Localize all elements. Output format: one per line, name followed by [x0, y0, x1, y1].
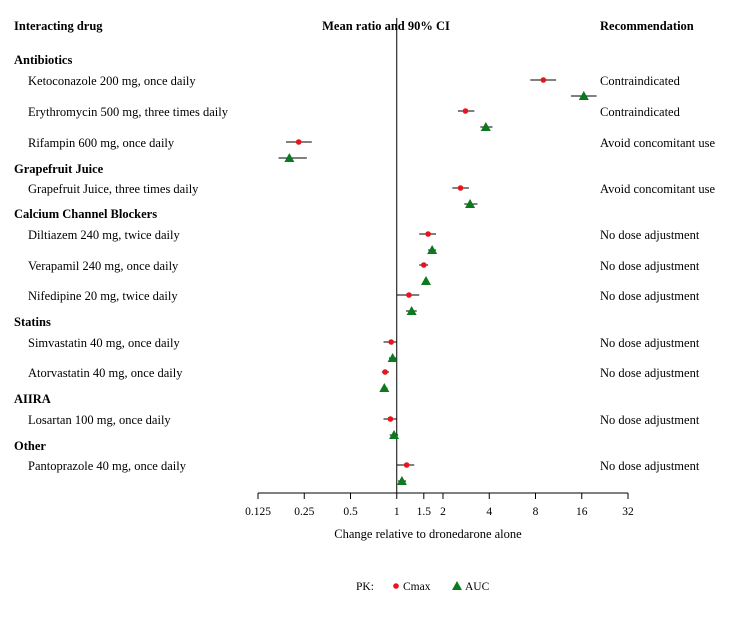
cmax-point: [462, 108, 469, 114]
legend-auc-marker: [452, 581, 462, 590]
recommendation-label: No dose adjustment: [600, 259, 700, 273]
legend-auc-label: AUC: [465, 581, 490, 593]
auc-point: [387, 353, 398, 362]
auc-point: [465, 199, 476, 208]
recommendation-label: No dose adjustment: [600, 366, 700, 380]
drug-label: Diltiazem 240 mg, twice daily: [28, 228, 180, 242]
legend-cmax-marker: [393, 583, 399, 589]
recommendation-label: No dose adjustment: [600, 459, 700, 473]
x-axis-label: Change relative to dronedarone alone: [334, 527, 522, 541]
cmax-point: [457, 185, 464, 191]
x-tick-label: 32: [622, 506, 634, 518]
header-interacting-drug: Interacting drug: [14, 19, 103, 33]
cmax-point: [295, 139, 302, 145]
recommendation-label: Avoid concomitant use: [600, 136, 715, 150]
recommendation-label: No dose adjustment: [600, 289, 700, 303]
recommendation-label: Contraindicated: [600, 74, 681, 88]
recommendation-label: No dose adjustment: [600, 336, 700, 350]
recommendation-label: No dose adjustment: [600, 228, 700, 242]
drug-label: Nifedipine 20 mg, twice daily: [28, 289, 178, 303]
drug-label: Erythromycin 500 mg, three times daily: [28, 105, 229, 119]
cmax-point: [382, 369, 388, 375]
auc-point: [420, 276, 431, 285]
drug-label: Atorvastatin 40 mg, once daily: [28, 366, 183, 380]
drug-label: Losartan 100 mg, once daily: [28, 413, 171, 427]
auc-point: [406, 306, 417, 315]
group-label-1: Grapefruit Juice: [14, 162, 104, 176]
auc-point: [396, 476, 407, 485]
auc-point: [389, 430, 400, 439]
drug-label: Ketoconazole 200 mg, once daily: [28, 74, 196, 88]
cmax-point: [388, 339, 394, 345]
drug-label: Pantoprazole 40 mg, once daily: [28, 459, 187, 473]
x-tick-label: 1: [394, 506, 400, 518]
cmax-point: [540, 77, 547, 83]
auc-point: [379, 383, 390, 392]
recommendation-label: Contraindicated: [600, 105, 681, 119]
group-label-5: Other: [14, 439, 46, 453]
auc-point: [480, 122, 491, 131]
x-tick-label: 4: [486, 506, 492, 518]
auc-point: [427, 245, 438, 254]
cmax-point: [403, 462, 410, 468]
group-label-2: Calcium Channel Blockers: [14, 207, 157, 221]
group-label-4: AIIRA: [14, 392, 51, 406]
cmax-point: [387, 416, 394, 422]
cmax-point: [406, 292, 412, 298]
recommendation-label: No dose adjustment: [600, 413, 700, 427]
group-label-0: Antibiotics: [14, 53, 72, 67]
header-recommendation: Recommendation: [600, 19, 694, 33]
cmax-point: [421, 262, 427, 268]
group-label-3: Statins: [14, 315, 51, 329]
recommendation-label: Avoid concomitant use: [600, 182, 715, 196]
x-tick-label: 1.5: [417, 506, 432, 518]
auc-point: [578, 91, 589, 100]
drug-label: Rifampin 600 mg, once daily: [28, 136, 175, 150]
x-tick-label: 0.25: [294, 506, 314, 518]
x-tick-label: 8: [533, 506, 539, 518]
x-tick-label: 0.125: [245, 506, 271, 518]
x-tick-label: 2: [440, 506, 446, 518]
auc-point: [284, 153, 295, 162]
header-mean-ratio-ci: Mean ratio and 90% CI: [322, 19, 450, 33]
legend-title: PK:: [356, 581, 374, 593]
drug-label: Grapefruit Juice, three times daily: [28, 182, 199, 196]
legend-cmax-label: Cmax: [403, 581, 431, 593]
cmax-point: [425, 231, 431, 237]
legend: PK: Cmax AUC: [356, 581, 490, 593]
drug-label: Verapamil 240 mg, once daily: [28, 259, 179, 273]
drug-label: Simvastatin 40 mg, once daily: [28, 336, 180, 350]
x-tick-label: 0.5: [343, 506, 358, 518]
x-tick-label: 16: [576, 506, 588, 518]
